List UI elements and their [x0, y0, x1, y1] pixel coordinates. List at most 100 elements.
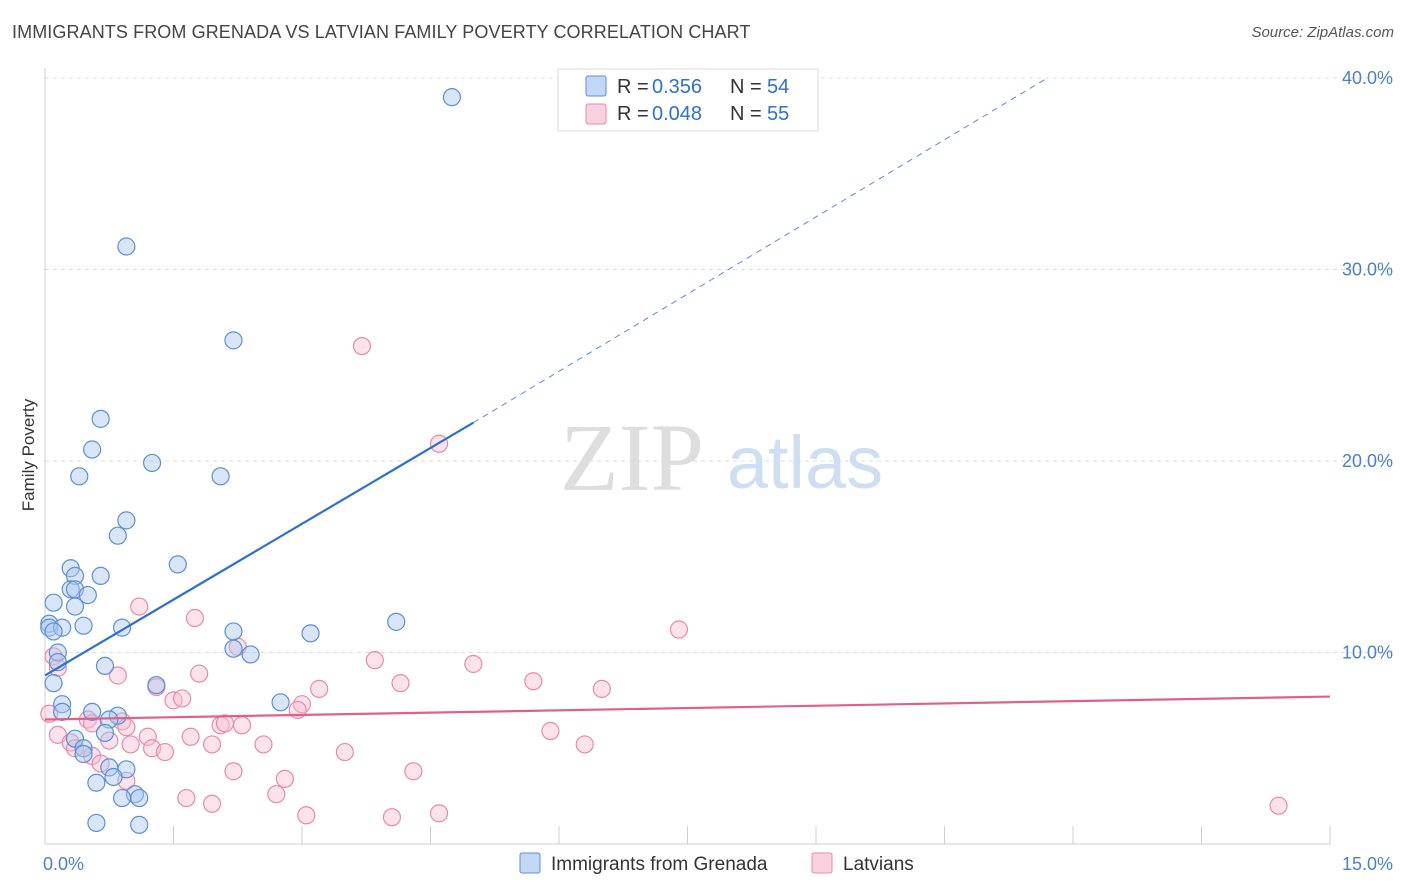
legend-n-value-2: 55	[767, 103, 789, 125]
grenada-point	[70, 467, 89, 486]
grenada-point	[241, 645, 260, 664]
legend-swatch-pink	[585, 103, 607, 125]
latvian-point	[202, 794, 222, 813]
latvian-point	[669, 620, 689, 639]
grenada-point	[211, 467, 230, 486]
latvian-point	[382, 808, 402, 827]
grenada-point	[91, 566, 110, 586]
legend-n-value-1: 54	[767, 76, 789, 98]
legend-n-label-1: N =	[730, 76, 762, 98]
grenada-point	[87, 813, 106, 833]
x-tick-label: 0.0%	[43, 854, 84, 874]
grenada-point	[53, 618, 72, 637]
y-axis-label: Family Poverty	[19, 398, 38, 511]
grenada-point	[48, 643, 67, 662]
latvian-point	[108, 666, 127, 685]
y-tick-labels: 10.0% 20.0% 30.0% 40.0%	[1342, 68, 1393, 663]
grenada-point	[61, 580, 80, 599]
latvian-point	[310, 679, 329, 698]
y-tick-label: 10.0%	[1342, 643, 1393, 663]
grenada-point	[387, 612, 406, 631]
latvian-point	[297, 806, 316, 825]
latvian-point	[232, 716, 252, 735]
grenada-point	[130, 815, 149, 834]
latvian-point	[1269, 796, 1288, 815]
grenada-point	[224, 622, 243, 641]
latvian-point	[155, 742, 175, 762]
gridlines	[45, 77, 1392, 653]
legend-swatch-blue	[585, 75, 607, 97]
latvian-point	[138, 727, 157, 746]
latvian-point	[172, 689, 192, 708]
grenada-point	[117, 237, 136, 256]
grenada-point	[168, 555, 187, 574]
grenada-point	[95, 656, 115, 676]
grenada-point	[224, 331, 243, 350]
legend: R = 0.356 N = 54 R = 0.048 N = 55	[557, 68, 819, 132]
grenada-point	[104, 767, 123, 787]
latvian-point	[429, 804, 449, 823]
latvian-point	[575, 735, 594, 754]
latvian-trend-line	[44, 695, 1331, 721]
latvian-point	[524, 672, 543, 691]
axes	[44, 68, 1331, 845]
grenada-trend-line	[44, 421, 474, 677]
latvian-point	[181, 727, 200, 746]
latvian-point	[541, 721, 560, 741]
watermark-zip: ZIP	[560, 404, 704, 511]
latvian-point	[130, 597, 149, 616]
y-tick-label: 40.0%	[1342, 68, 1393, 88]
latvian-point	[91, 754, 110, 773]
latvian-point	[267, 785, 286, 804]
y-tick-label: 30.0%	[1342, 260, 1393, 280]
grenada-point	[74, 616, 93, 635]
legend-n-label-2: N =	[730, 103, 762, 125]
grenada-point	[95, 723, 115, 743]
latvian-point	[352, 337, 372, 356]
y-tick-label: 20.0%	[1342, 451, 1393, 471]
latvian-point	[185, 608, 205, 628]
chart-title: IMMIGRANTS FROM GRENADA VS LATVIAN FAMIL…	[12, 22, 751, 42]
bottom-legend-swatch-pink	[811, 852, 833, 874]
grenada-point	[224, 639, 243, 658]
grenada-point	[44, 593, 63, 612]
grenada-point	[130, 788, 149, 808]
latvian-point	[592, 679, 611, 698]
latvian-point	[391, 674, 410, 693]
x-tick-labels: 0.0% 15.0%	[43, 854, 1393, 874]
latvian-point	[177, 788, 196, 808]
grenada-point	[301, 624, 320, 643]
bottom-legend-label-pink: Latvians	[843, 854, 914, 875]
grenada-point	[117, 511, 136, 530]
latvian-point	[202, 735, 222, 754]
latvian-point	[254, 735, 273, 754]
watermark: ZIP atlas	[560, 404, 883, 511]
x-tick-label: 15.0%	[1342, 854, 1393, 874]
grenada-point	[44, 622, 63, 641]
latvian-point	[404, 762, 423, 781]
latvian-point	[365, 651, 384, 670]
latvian-point	[335, 742, 354, 762]
grenada-point	[83, 440, 102, 459]
watermark-atlas: atlas	[727, 421, 883, 504]
grenada-point	[112, 788, 132, 808]
bottom-legend-swatch-blue	[519, 852, 541, 874]
grenada-point	[442, 88, 462, 107]
grenada-point	[53, 695, 72, 714]
legend-r-value-2: 0.048	[652, 103, 702, 125]
chart-source: Source: ZipAtlas.com	[1251, 24, 1394, 41]
legend-r-label-2: R =	[617, 103, 649, 125]
grenada-point	[87, 773, 106, 792]
grenada-point	[142, 453, 162, 473]
legend-r-value-1: 0.356	[652, 76, 702, 98]
grenada-point	[53, 702, 72, 721]
trend-lines	[44, 77, 1331, 721]
grenada-point	[78, 585, 97, 605]
latvian-point	[275, 769, 294, 788]
grenada-point	[147, 675, 166, 695]
grenada-point	[83, 702, 102, 721]
grenada-trend-extension	[473, 77, 1048, 424]
grenada-point	[74, 739, 93, 758]
grenada-point	[108, 526, 127, 545]
